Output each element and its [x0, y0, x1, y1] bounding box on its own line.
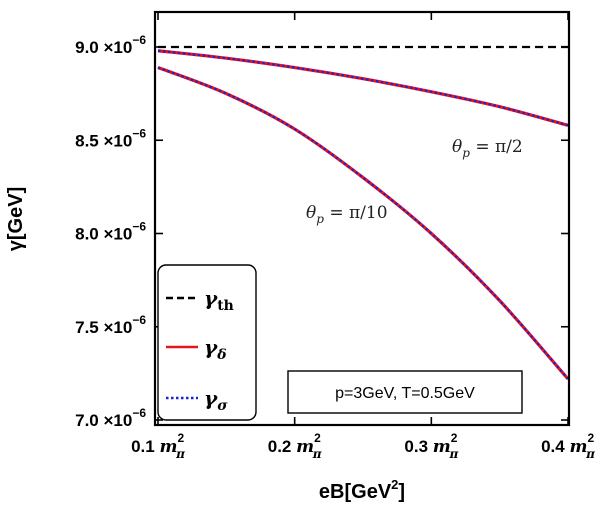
- parameter-box: p=3GeV, T=0.5GeV: [287, 370, 523, 414]
- curves-layer: [157, 45, 570, 381]
- legend-box: [157, 264, 257, 421]
- y-tick-label: 7.5 ×10−6: [75, 313, 146, 337]
- x-axis-title: eB[GeV2]: [319, 477, 405, 503]
- legend-label-th: γth: [204, 286, 234, 314]
- legend-label-delta: γδ: [204, 335, 227, 363]
- x-tick-label: 0.3 m2 π: [404, 431, 458, 461]
- y-axis-title: γ[GeV]: [5, 187, 27, 251]
- series-pi10-solid: [157, 66, 570, 381]
- y-tick-label: 8.0 ×10−6: [75, 220, 146, 244]
- x-tick-label: 0.4 m2 π: [541, 431, 595, 461]
- y-tick-label: 7.0 ×10−6: [75, 406, 146, 430]
- y-tick-label: 8.5 ×10−6: [75, 126, 146, 150]
- parameter-box-frame: [287, 370, 523, 414]
- y-tick-labels: 7.0 ×10−6 7.5 ×10−6 8.0 ×10−6 8.5 ×10−6 9.0 …: [75, 33, 146, 430]
- y-tick-label: 9.0 ×10−6: [75, 33, 146, 57]
- legend: γth γδ γσ: [157, 264, 257, 421]
- x-tick-label: 0.2 m2 π: [268, 431, 322, 461]
- x-tick-labels: 0.1 m2 π 0.2 m2 π 0.3 m2 π 0.4 m2 π: [131, 431, 595, 461]
- annotation-pi-tenth: θp = π/10: [306, 203, 388, 226]
- parameter-text: p=3GeV, T=0.5GeV: [335, 385, 475, 402]
- x-tick-label: 0.1 m2 π: [131, 431, 185, 461]
- plot-area-frame: [153, 10, 571, 427]
- series-pi2-solid: [157, 49, 569, 127]
- series-pi2-dotted: [157, 49, 569, 127]
- legend-label-sigma: γσ: [204, 386, 228, 414]
- annotation-pi-half: θp = π/2: [452, 137, 523, 160]
- axis-ticks: [155, 12, 569, 425]
